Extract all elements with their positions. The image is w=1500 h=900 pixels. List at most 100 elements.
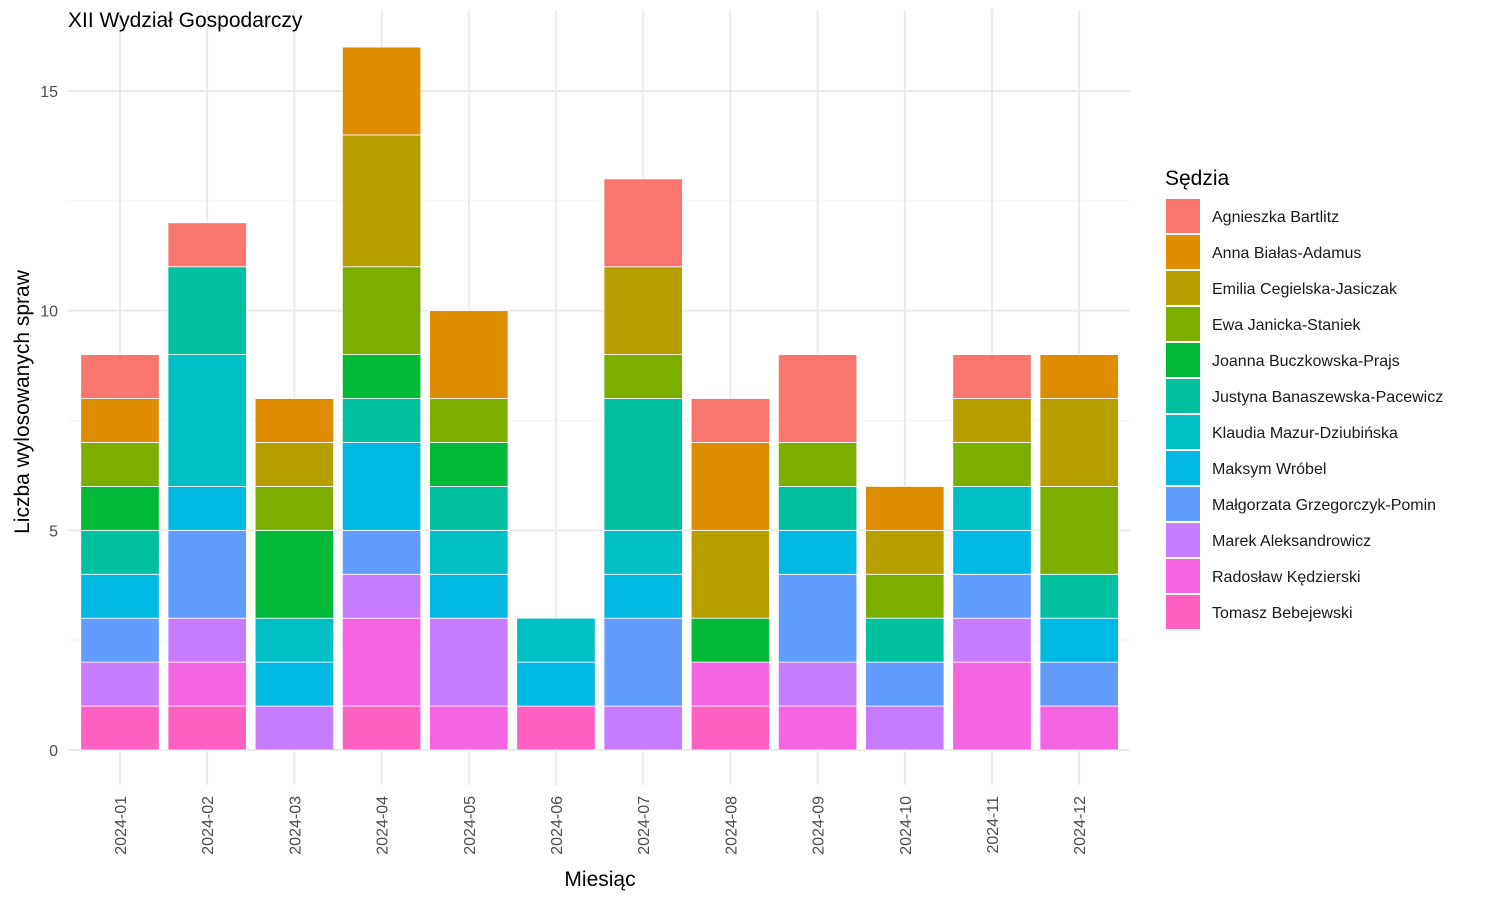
bar-segment bbox=[429, 617, 509, 707]
y-tick-label: 5 bbox=[49, 523, 58, 540]
bar-segment bbox=[952, 529, 1032, 575]
bar-segment bbox=[429, 485, 509, 531]
bar-segment bbox=[80, 617, 160, 663]
bar-segment bbox=[80, 705, 160, 751]
bar-segment bbox=[865, 529, 945, 575]
bar-segment bbox=[254, 529, 335, 619]
bar-segment bbox=[952, 573, 1032, 619]
bar-segment bbox=[952, 617, 1032, 663]
x-tick-label: 2024-03 bbox=[287, 796, 304, 855]
bar-segment bbox=[80, 529, 160, 575]
bar-segment bbox=[865, 485, 945, 531]
x-tick-label: 2024-07 bbox=[636, 796, 653, 855]
bar-segment bbox=[952, 398, 1032, 443]
bar-segment bbox=[254, 661, 335, 707]
bar-segment bbox=[341, 442, 422, 531]
bar-segment bbox=[952, 485, 1032, 531]
bar-segment bbox=[341, 529, 422, 575]
legend-swatch bbox=[1166, 307, 1200, 341]
x-tick-label: 2024-08 bbox=[723, 796, 740, 855]
bar-segment bbox=[254, 617, 335, 663]
bar-segment bbox=[1039, 661, 1119, 707]
x-tick-label: 2024-11 bbox=[985, 796, 1002, 854]
legend-swatch bbox=[1166, 595, 1200, 629]
bar-segment bbox=[603, 398, 683, 531]
bar-segment bbox=[1039, 398, 1119, 487]
bar-segment bbox=[1039, 617, 1119, 663]
bar-segment bbox=[429, 705, 509, 751]
legend: Sędzia Agnieszka Bartlitz Anna Białas-Ada… bbox=[1165, 167, 1443, 629]
bar-segment bbox=[690, 617, 771, 663]
bar-segment bbox=[429, 442, 509, 487]
legend-label: Ewa Janicka-Staniek bbox=[1212, 317, 1362, 334]
bar-segment bbox=[167, 222, 247, 268]
y-tick-label: 10 bbox=[40, 304, 58, 321]
bar-segment bbox=[603, 178, 683, 268]
bar-segment bbox=[429, 398, 509, 443]
legend-label: Radosław Kędzierski bbox=[1212, 569, 1361, 586]
legend-swatch bbox=[1166, 235, 1200, 269]
bar-segment bbox=[952, 442, 1032, 487]
bar-segment bbox=[80, 573, 160, 619]
legend-label: Emilia Cegielska-Jasiczak bbox=[1212, 281, 1398, 298]
x-tick-label: 2024-06 bbox=[549, 796, 566, 855]
bar-segment bbox=[341, 354, 422, 399]
bar-segment bbox=[1039, 485, 1119, 575]
bar-segment bbox=[167, 266, 247, 356]
legend-label: Anna Białas-Adamus bbox=[1212, 245, 1361, 262]
bar-segment bbox=[167, 705, 247, 751]
chart-title: XII Wydział Gospodarczy bbox=[68, 9, 303, 32]
bar-segment bbox=[80, 661, 160, 707]
legend-label: Klaudia Mazur-Dziubińska bbox=[1212, 425, 1398, 442]
legend-swatch bbox=[1166, 451, 1200, 485]
bar-segment bbox=[690, 398, 771, 443]
legend-label: Maksym Wróbel bbox=[1212, 461, 1326, 478]
bar-segment bbox=[80, 398, 160, 443]
x-tick-label: 2024-10 bbox=[898, 796, 915, 855]
bar-segment bbox=[1039, 354, 1119, 399]
bar-segment bbox=[865, 705, 945, 751]
bar-segment bbox=[341, 705, 422, 751]
legend-swatch bbox=[1166, 559, 1200, 593]
bar-segment bbox=[80, 354, 160, 399]
bar-segment bbox=[254, 485, 335, 531]
bar-segment bbox=[516, 661, 596, 707]
bar-segment bbox=[690, 529, 771, 619]
y-tick-label: 15 bbox=[40, 84, 58, 101]
bar-segment bbox=[865, 573, 945, 619]
legend-swatch bbox=[1166, 379, 1200, 413]
bar-segment bbox=[167, 661, 247, 707]
bar-segment bbox=[254, 442, 335, 487]
bar-segment bbox=[341, 398, 422, 443]
bar-segment bbox=[80, 442, 160, 487]
bar-segment bbox=[429, 310, 509, 399]
x-tick-label: 2024-02 bbox=[200, 796, 217, 855]
bar-segment bbox=[167, 529, 247, 619]
bar-segment bbox=[865, 617, 945, 663]
bar-segment bbox=[80, 485, 160, 531]
bar-segment bbox=[254, 398, 335, 443]
y-axis-ticks: 0 5 10 15 bbox=[40, 84, 58, 760]
bar-segment bbox=[429, 573, 509, 619]
x-tick-label: 2024-05 bbox=[462, 796, 479, 855]
legend-swatch bbox=[1166, 343, 1200, 377]
bars bbox=[80, 46, 1119, 751]
bar-segment bbox=[690, 705, 771, 751]
bar-segment bbox=[865, 661, 945, 707]
legend-label: Justyna Banaszewska-Pacewicz bbox=[1212, 389, 1443, 406]
y-axis-title: Liczba wylosowanych spraw bbox=[11, 269, 34, 534]
bar-segment bbox=[603, 617, 683, 707]
bar-segment bbox=[167, 485, 247, 531]
bar-segment bbox=[341, 46, 422, 136]
bar-segment bbox=[516, 705, 596, 751]
bar-segment bbox=[341, 617, 422, 707]
bar-segment bbox=[777, 485, 858, 531]
bar-segment bbox=[167, 617, 247, 663]
legend-swatch bbox=[1166, 523, 1200, 557]
legend-swatch bbox=[1166, 487, 1200, 521]
bar-segment bbox=[1039, 705, 1119, 751]
bar-segment bbox=[341, 134, 422, 268]
bar-segment bbox=[167, 354, 247, 487]
legend-label: Joanna Buczkowska-Prajs bbox=[1212, 353, 1400, 370]
bar-segment bbox=[603, 705, 683, 751]
